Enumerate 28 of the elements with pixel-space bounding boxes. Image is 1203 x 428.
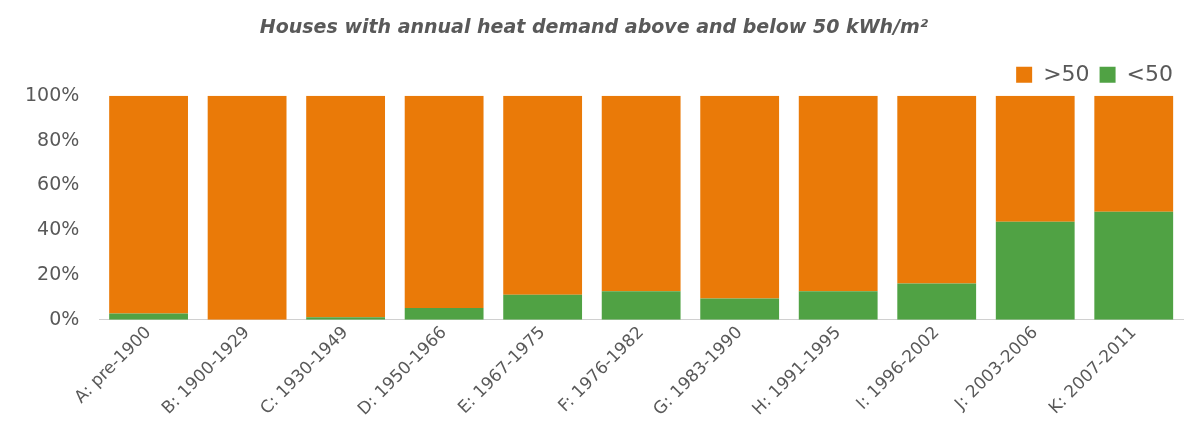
y-tick-label: 80% [37,127,80,150]
bar [995,221,1075,320]
bar [798,95,878,292]
y-tick-label: 100% [24,82,80,105]
chart-title: Houses with annual heat demand above and below 50 kWh/m² [259,15,929,38]
bar [700,298,780,320]
bar [404,307,484,320]
y-tick-label: 20% [37,261,80,284]
bar [503,294,583,320]
bar [1094,211,1174,320]
bar [1094,95,1174,212]
bar [503,95,583,295]
bar [404,95,484,308]
bar [897,95,977,284]
bar [601,95,681,292]
bar [306,95,386,318]
y-tick-label: 40% [37,217,80,240]
bar [995,95,1075,222]
legend-label: <50 [1126,60,1174,86]
bar [109,95,188,314]
bar [207,95,287,320]
legend-label: >50 [1043,60,1090,86]
bar [700,95,780,299]
y-tick-label: 60% [37,172,80,195]
bar [798,291,878,320]
bar [601,291,681,320]
y-tick-label: 0% [49,306,80,329]
bar [897,283,977,320]
